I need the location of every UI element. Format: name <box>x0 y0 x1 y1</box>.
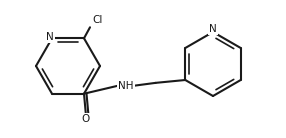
Text: NH: NH <box>118 81 134 91</box>
Text: N: N <box>209 24 217 34</box>
Text: N: N <box>46 32 54 42</box>
Text: Cl: Cl <box>93 15 103 25</box>
Text: O: O <box>82 114 90 124</box>
